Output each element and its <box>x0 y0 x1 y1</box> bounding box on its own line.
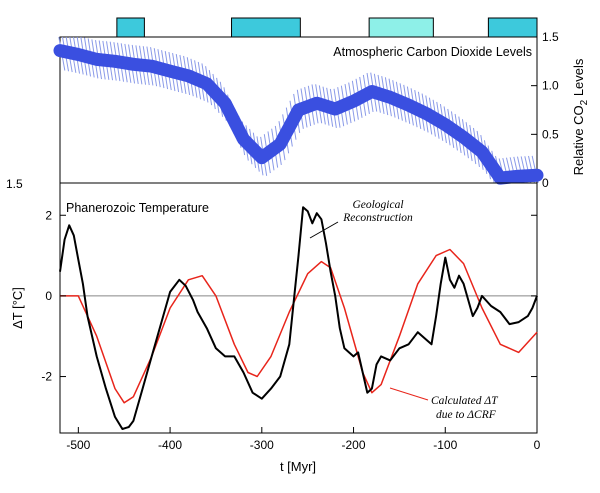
cold-period-bar <box>487 17 538 38</box>
co2-left-tick-label: 1.5 <box>6 177 23 191</box>
temperature-panel-title: Phanerozoic Temperature <box>66 201 209 215</box>
calculated-annotation-line2: due to ΔCRF <box>436 409 497 421</box>
cold-period-bar <box>368 17 434 38</box>
calculated-annotation-line1: Calculated ΔT <box>431 395 499 407</box>
co2-y-tick-label: 1.5 <box>542 30 559 44</box>
co2-y-ticks: 0 0.5 1.0 1.5 <box>531 30 559 190</box>
calculated-temperature-line <box>60 248 538 404</box>
co2-y-tick-label: 0.5 <box>542 127 559 141</box>
geological-annotation-pointer <box>309 221 339 239</box>
temp-x-tick-label: -300 <box>250 438 274 452</box>
temperature-panel: Phanerozoic Temperature Geological Recon… <box>10 182 541 474</box>
temp-y-tick-label: 2 <box>45 208 52 222</box>
temperature-y-axis-label: ΔT [°C] <box>10 287 25 329</box>
temperature-y-ticks: -2 0 2 <box>41 208 537 384</box>
temp-x-tick-label: -400 <box>158 438 182 452</box>
geological-temperature-line <box>59 206 538 430</box>
co2-series-line <box>53 44 544 185</box>
co2-panel-title: Atmospheric Carbon Dioxide Levels <box>333 45 532 59</box>
co2-y-axis-label: Relative CO2 Levels <box>571 58 590 175</box>
temperature-panel-frame <box>59 182 538 434</box>
temp-y-tick-label: 0 <box>45 289 52 303</box>
temp-x-tick-label: -500 <box>66 438 90 452</box>
calculated-annotation-pointer <box>389 387 429 401</box>
cold-period-bar <box>231 17 301 38</box>
cold-period-bar <box>116 17 145 38</box>
co2-y-tick-label: 1.0 <box>542 79 559 93</box>
temp-x-tick-label: -200 <box>342 438 366 452</box>
temp-y-tick-label: -2 <box>41 370 52 384</box>
temp-x-tick-label: -100 <box>433 438 457 452</box>
temp-x-tick-label: 0 <box>534 438 541 452</box>
co2-panel: Atmospheric Carbon Dioxide Levels 0 0.5 1.… <box>6 30 590 191</box>
geological-annotation-line2: Reconstruction <box>342 212 413 224</box>
cold-period-bars <box>116 17 538 38</box>
temperature-x-ticks: -500 -400 -300 -200 -100 0 <box>66 427 541 452</box>
co2-y-tick-label: 0 <box>542 176 549 190</box>
geological-annotation-line1: Geological <box>352 199 403 211</box>
temperature-x-axis-label: t [Myr] <box>280 459 316 474</box>
